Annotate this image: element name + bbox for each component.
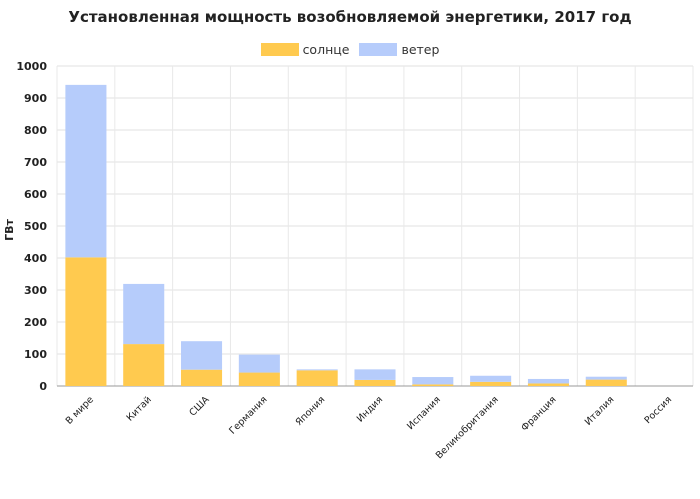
bar-solar[interactable]: [470, 381, 512, 386]
legend: солнце ветер: [0, 42, 700, 57]
x-tick-label: Китай: [125, 394, 154, 423]
bar-wind[interactable]: [296, 369, 338, 371]
bar-wind[interactable]: [181, 341, 223, 370]
y-tick-label: 800: [24, 124, 47, 137]
bar-solar[interactable]: [238, 372, 280, 386]
bar-solar[interactable]: [65, 257, 107, 386]
bar-solar[interactable]: [354, 379, 396, 386]
y-tick-label: 700: [24, 156, 47, 169]
legend-item-solar[interactable]: солнце: [260, 42, 350, 57]
bar-wind[interactable]: [585, 376, 627, 380]
y-tick-label: 100: [24, 348, 47, 361]
bar-wind[interactable]: [123, 283, 165, 345]
y-axis-ticks: 0 100 200 300 400 500 600 700 800 900 1000: [16, 60, 47, 393]
y-tick-label: 200: [24, 316, 47, 329]
x-tick-label: Индия: [355, 394, 385, 424]
legend-swatch-wind: [359, 43, 398, 56]
bar-wind[interactable]: [65, 84, 107, 258]
y-tick-label: 300: [24, 284, 47, 297]
y-axis-label: ГВт: [3, 218, 16, 240]
x-tick-label: В мире: [64, 394, 96, 426]
y-tick-label: 0: [39, 380, 47, 393]
bars: [65, 84, 627, 386]
y-tick-label: 500: [24, 220, 47, 233]
chart-title: Установленная мощность возобновляемой эн…: [68, 8, 632, 26]
legend-item-wind[interactable]: ветер: [359, 42, 439, 57]
bar-solar[interactable]: [181, 369, 223, 386]
legend-swatch-solar: [260, 43, 299, 56]
y-tick-label: 900: [24, 92, 47, 105]
bar-solar[interactable]: [527, 383, 569, 386]
bar-wind[interactable]: [527, 378, 569, 384]
y-tick-label: 400: [24, 252, 47, 265]
x-tick-label: США: [187, 394, 212, 419]
bar-wind[interactable]: [238, 354, 280, 373]
bar-solar[interactable]: [412, 384, 454, 386]
grid: [56, 65, 694, 387]
bar-wind[interactable]: [354, 369, 396, 380]
x-tick-label: Россия: [642, 394, 674, 426]
x-tick-label: Германия: [227, 394, 269, 436]
legend-label-wind: ветер: [401, 42, 440, 57]
y-tick-label: 1000: [16, 60, 47, 73]
bar-solar[interactable]: [296, 370, 338, 386]
x-axis-ticks: В мире Китай США Германия Япония Индия Испания…: [64, 394, 675, 461]
x-tick-label: Великобритания: [434, 394, 501, 461]
x-tick-label: Италия: [583, 394, 617, 428]
bar-wind[interactable]: [412, 377, 454, 385]
x-tick-label: Япония: [294, 394, 328, 428]
x-tick-label: Испания: [405, 394, 443, 432]
bar-wind[interactable]: [470, 375, 512, 382]
y-tick-label: 600: [24, 188, 47, 201]
x-tick-label: Франция: [519, 394, 558, 433]
bar-solar[interactable]: [123, 344, 165, 386]
bar-solar[interactable]: [585, 379, 627, 386]
legend-label-solar: солнце: [302, 42, 350, 57]
